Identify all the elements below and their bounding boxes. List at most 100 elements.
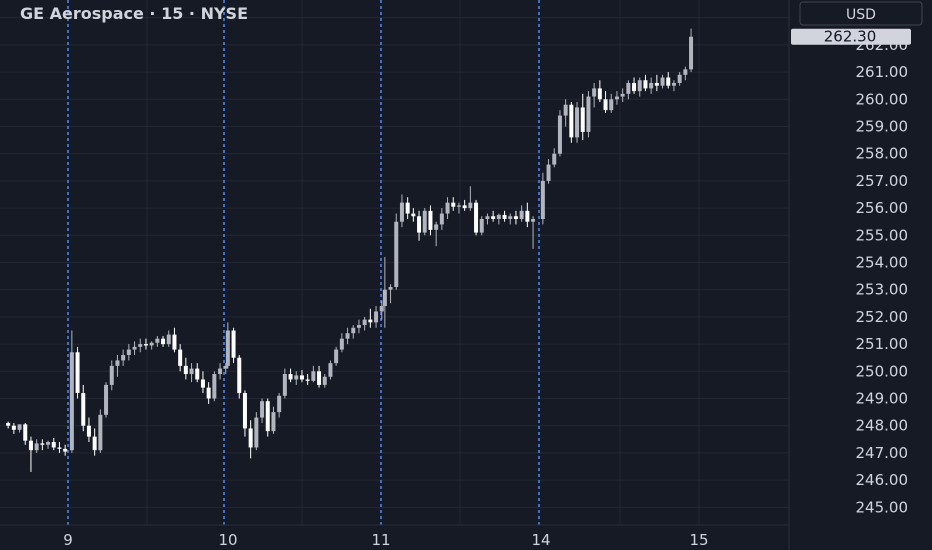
candle-body (138, 344, 143, 347)
candle-body (11, 425, 16, 430)
candle-body (422, 210, 427, 233)
candle-body (23, 424, 28, 441)
candle-body (519, 210, 524, 219)
candle-body (75, 352, 80, 394)
candle-body (200, 379, 205, 388)
candle-body (603, 99, 608, 111)
candle-body (260, 401, 265, 418)
candle-body (399, 202, 404, 222)
candle-body (394, 221, 399, 287)
candle-body (382, 289, 387, 307)
candle-body (223, 365, 228, 369)
candle-body (637, 80, 642, 92)
candle-body (328, 363, 333, 377)
last-price-tag-background (791, 28, 911, 45)
candle-body (586, 96, 591, 132)
price-tick-label: 261.00 (856, 63, 909, 81)
candle-body (248, 428, 253, 448)
candle-body (271, 412, 276, 432)
candle-body (417, 216, 422, 233)
price-tick-label: 257.00 (856, 172, 909, 190)
candle-body (557, 115, 562, 154)
candle-body (225, 330, 230, 366)
candle-body (339, 338, 344, 350)
candle-body (51, 442, 56, 448)
candle-body (218, 368, 223, 375)
candle-body (231, 330, 236, 358)
candle-body (172, 334, 177, 350)
price-tick-label: 250.00 (856, 362, 909, 380)
candle-body (132, 346, 137, 350)
candle-body (282, 374, 287, 396)
candle-body (81, 393, 86, 426)
candle-body (299, 375, 304, 380)
time-tick-label: 15 (689, 531, 708, 549)
time-axis[interactable]: 9 10 11 14 15 (63, 531, 708, 549)
candle-body (626, 82, 631, 94)
candle-body (115, 360, 120, 366)
candle-body (689, 36, 694, 70)
candle-body (614, 96, 619, 100)
currency-button-frame (799, 1, 923, 26)
candle-body (468, 202, 473, 209)
candle-body (368, 319, 373, 323)
candle-body (677, 74, 682, 83)
candle-body (496, 214, 501, 219)
candle-body (166, 334, 171, 345)
candle-body (597, 88, 602, 100)
candle-body (305, 379, 310, 381)
candle-body (479, 218, 484, 233)
time-tick-label: 11 (371, 531, 390, 549)
candle-body (502, 214, 507, 219)
candle-body (195, 368, 200, 380)
price-tick-label: 259.00 (856, 117, 909, 135)
candle-body (322, 376, 327, 385)
candle-body (666, 77, 671, 86)
candle-body (294, 375, 299, 380)
candle-body (620, 93, 625, 97)
candle-body (525, 210, 530, 222)
candle-body (405, 202, 410, 214)
candle-body (126, 349, 131, 355)
candle-body (86, 425, 91, 437)
candle-body (143, 344, 148, 346)
candle-body (508, 216, 513, 219)
candle-body (57, 447, 62, 449)
candle-body (63, 448, 68, 452)
price-tick-label: 260.00 (856, 90, 909, 108)
candle-body (206, 387, 211, 399)
candle-body (671, 82, 676, 86)
candle-body (491, 216, 496, 219)
candle-body (474, 202, 479, 233)
candle-body (212, 374, 217, 399)
currency-button[interactable]: USD (799, 1, 923, 26)
price-tick-label: 251.00 (856, 335, 909, 353)
candle-body (178, 349, 183, 366)
candle-body (237, 357, 242, 394)
candle-body (388, 286, 393, 290)
candle-body (189, 368, 194, 375)
candle-body (379, 306, 384, 312)
price-tick-label: 252.00 (856, 308, 909, 326)
candle-body (546, 164, 551, 181)
currency-label: USD (846, 7, 876, 23)
candle-body (649, 82, 654, 89)
price-tick-label: 249.00 (856, 390, 909, 408)
candle-body (411, 213, 416, 217)
candle-body (485, 216, 490, 219)
candle-body (334, 349, 339, 364)
candle-body (6, 422, 11, 426)
candle-body (456, 205, 461, 207)
candle-body (98, 414, 103, 451)
time-tick-label: 14 (531, 531, 550, 549)
candle-body (254, 417, 259, 448)
price-tick-label: 245.00 (856, 498, 909, 516)
candle-body (109, 365, 114, 385)
candle-body (345, 333, 350, 339)
candle-body (428, 210, 433, 230)
candle-body (643, 80, 648, 89)
price-tick-label: 255.00 (856, 226, 909, 244)
last-price-tag: 262.30 (791, 28, 911, 46)
